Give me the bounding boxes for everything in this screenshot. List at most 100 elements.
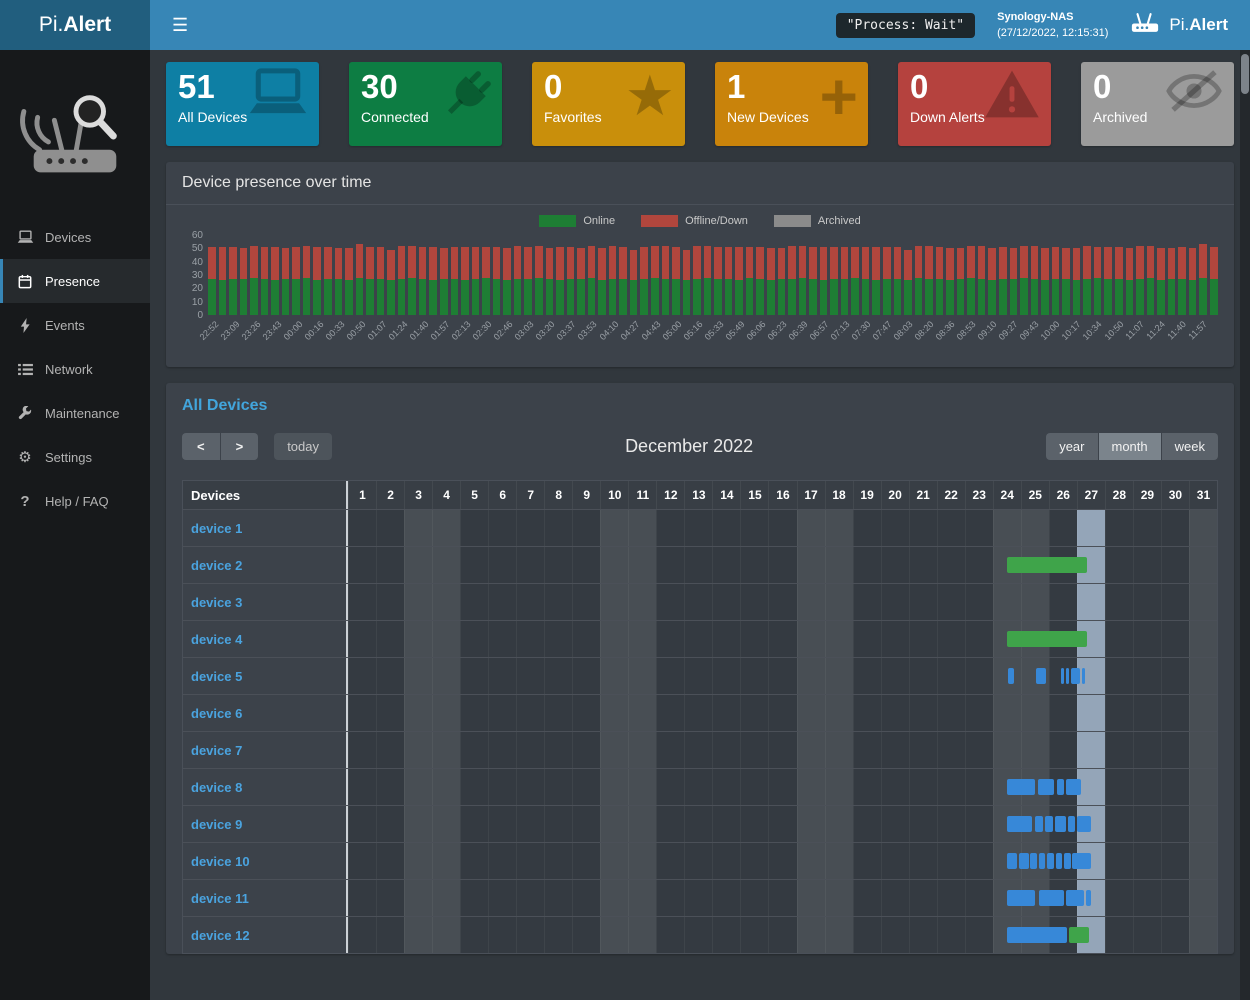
presence-event-green[interactable] — [1068, 927, 1089, 943]
bar-segment-online — [809, 279, 817, 315]
presence-event-blue[interactable] — [1066, 779, 1082, 795]
day-cell-2 — [376, 584, 404, 620]
chart-bar — [587, 245, 596, 315]
calendar-next-button[interactable]: > — [220, 433, 259, 460]
presence-event-blue[interactable] — [1006, 853, 1018, 869]
chart-bar — [208, 247, 216, 315]
device-link-device-1[interactable]: device 1 — [183, 510, 348, 546]
sidebar-item-presence[interactable]: Presence — [0, 259, 150, 303]
device-link-device-3[interactable]: device 3 — [183, 584, 348, 620]
y-tick-label: 40 — [191, 256, 203, 268]
day-cell-3 — [404, 769, 433, 805]
presence-event-blue[interactable] — [1008, 668, 1014, 684]
sidebar-toggle-button[interactable]: ☰ — [164, 11, 196, 40]
device-link-device-7[interactable]: device 7 — [183, 732, 348, 768]
day-cell-16 — [768, 510, 796, 546]
day-cell-14 — [712, 547, 740, 583]
summary-card-archived[interactable]: 0 Archived — [1081, 62, 1234, 146]
presence-event-blue[interactable] — [1063, 853, 1071, 869]
bar-segment-offline-down — [345, 248, 353, 281]
day-cell-10 — [600, 806, 629, 842]
day-cell-8 — [544, 732, 572, 768]
device-link-device-2[interactable]: device 2 — [183, 547, 348, 583]
bar-segment-online — [1020, 277, 1028, 315]
presence-event-blue[interactable] — [1037, 779, 1055, 795]
presence-event-blue[interactable] — [1038, 853, 1046, 869]
presence-event-blue[interactable] — [1081, 668, 1085, 684]
x-tick-label: 10:50 — [1102, 319, 1126, 343]
bar-segment-online — [334, 279, 343, 315]
topbar-app[interactable]: Pi.Alert — [1130, 12, 1236, 39]
presence-event-blue[interactable] — [1085, 890, 1091, 906]
presence-event-blue[interactable] — [1054, 816, 1067, 832]
device-link-device-9[interactable]: device 9 — [183, 806, 348, 842]
calendar-prev-button[interactable]: < — [182, 433, 220, 460]
sidebar-item-maintenance[interactable]: Maintenance — [0, 391, 150, 435]
day-cell-28 — [1104, 658, 1133, 694]
presence-event-blue[interactable] — [1045, 816, 1053, 832]
bar-segment-offline-down — [292, 247, 300, 279]
presence-event-blue[interactable] — [1006, 890, 1035, 906]
presence-event-blue[interactable] — [1066, 668, 1070, 684]
presence-event-blue[interactable] — [1066, 890, 1084, 906]
presence-event-green[interactable] — [1006, 631, 1088, 647]
card-value: 51 — [178, 68, 215, 105]
view-month-button[interactable]: month — [1098, 433, 1161, 460]
device-link-device-6[interactable]: device 6 — [183, 695, 348, 731]
device-days-track — [348, 584, 1217, 620]
presence-event-blue[interactable] — [1047, 853, 1054, 869]
day-cell-28 — [1104, 843, 1133, 879]
summary-card-all-devices[interactable]: 51 All Devices — [166, 62, 319, 146]
presence-event-blue[interactable] — [1071, 668, 1080, 684]
day-header-9: 9 — [572, 481, 600, 509]
day-header-14: 14 — [712, 481, 740, 509]
view-week-button[interactable]: week — [1161, 433, 1218, 460]
presence-event-blue[interactable] — [1056, 779, 1065, 795]
presence-event-blue[interactable] — [1030, 853, 1038, 869]
view-year-button[interactable]: year — [1046, 433, 1098, 460]
presence-event-blue[interactable] — [1061, 668, 1065, 684]
app-logo[interactable]: Pi.Alert — [0, 0, 150, 50]
day-cell-13 — [684, 732, 712, 768]
bar-segment-online — [482, 277, 490, 315]
sidebar-item-devices[interactable]: Devices — [0, 215, 150, 259]
bar-segment-offline-down — [577, 248, 585, 279]
sidebar-item-settings[interactable]: ⚙ Settings — [0, 435, 150, 479]
device-link-device-5[interactable]: device 5 — [183, 658, 348, 694]
presence-event-blue[interactable] — [1038, 890, 1065, 906]
device-link-device-10[interactable]: device 10 — [183, 843, 348, 879]
sidebar-item-network[interactable]: Network — [0, 347, 150, 391]
host-name: Synology-NAS — [997, 10, 1074, 23]
summary-card-connected[interactable]: 30 Connected — [349, 62, 502, 146]
presence-event-blue[interactable] — [1055, 853, 1063, 869]
presence-event-blue[interactable] — [1068, 816, 1075, 832]
device-link-device-4[interactable]: device 4 — [183, 621, 348, 657]
summary-card-down-alerts[interactable]: 0 Down Alerts — [898, 62, 1051, 146]
bar-segment-online — [345, 280, 353, 315]
presence-event-blue[interactable] — [1072, 853, 1091, 869]
device-link-device-11[interactable]: device 11 — [183, 880, 348, 916]
y-tick-label: 60 — [191, 230, 203, 241]
day-cell-10 — [600, 658, 629, 694]
presence-event-blue[interactable] — [1076, 816, 1091, 832]
presence-event-blue[interactable] — [1006, 927, 1068, 943]
page-scrollbar-thumb[interactable] — [1241, 54, 1249, 94]
bar-segment-offline-down — [1104, 247, 1113, 279]
presence-event-blue[interactable] — [1019, 853, 1029, 869]
summary-card-new-devices[interactable]: 1 New Devices + — [715, 62, 868, 146]
sidebar-item-help-faq[interactable]: ? Help / FAQ — [0, 479, 150, 523]
presence-event-blue[interactable] — [1006, 816, 1032, 832]
presence-event-blue[interactable] — [1034, 816, 1044, 832]
presence-event-green[interactable] — [1006, 557, 1088, 573]
card-value: 1 — [727, 68, 746, 105]
presence-event-blue[interactable] — [1006, 779, 1035, 795]
summary-card-favorites[interactable]: 0 Favorites ★ — [532, 62, 685, 146]
device-link-device-12[interactable]: device 12 — [183, 917, 348, 953]
presence-event-blue[interactable] — [1036, 668, 1046, 684]
calendar-today-button[interactable]: today — [274, 433, 332, 460]
sidebar-item-events[interactable]: Events — [0, 303, 150, 347]
chart-bar — [366, 247, 374, 315]
device-link-device-8[interactable]: device 8 — [183, 769, 348, 805]
day-cell-23 — [964, 806, 993, 842]
bar-segment-offline-down — [967, 245, 975, 278]
